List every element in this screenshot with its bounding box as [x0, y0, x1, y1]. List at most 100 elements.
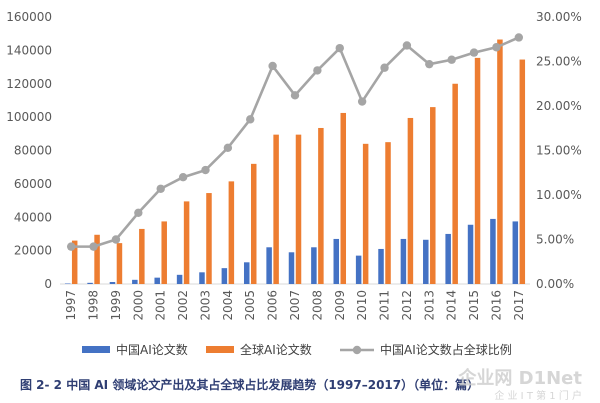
global-bar: [362, 143, 369, 284]
global-bar: [250, 163, 257, 284]
china-bar: [154, 277, 160, 284]
global-bar: [94, 234, 100, 284]
ratio-point: [89, 242, 98, 251]
china-bar: [512, 221, 519, 284]
global-bar: [116, 243, 123, 284]
x-tick-label: 2006: [266, 290, 280, 321]
china-bar: [400, 238, 407, 284]
x-tick-label: 2004: [221, 290, 235, 321]
left-tick-label: 60000: [14, 177, 52, 191]
x-tick-label: 2014: [445, 290, 459, 321]
x-tick-label: 2015: [467, 290, 481, 321]
global-bar: [206, 193, 212, 284]
x-tick-label: 2011: [378, 290, 392, 321]
x-tick-label: 1997: [64, 290, 78, 321]
x-axis: 1997 1998 1999 2000 2001 2002 2003 2004 2005 2006…: [64, 290, 526, 321]
ratio-point: [156, 184, 165, 193]
right-tick-label: 30.00%: [536, 10, 582, 24]
global-bar: [273, 134, 279, 284]
china-bar: [445, 233, 451, 284]
china-bar: [266, 247, 272, 284]
left-tick-label: 120000: [6, 77, 52, 91]
global-bar: [385, 142, 391, 284]
x-tick-label: 2010: [355, 290, 369, 321]
x-tick-label: 2000: [131, 290, 145, 321]
ratio-line: [66, 33, 524, 251]
x-tick-label: 1998: [87, 290, 101, 321]
right-tick-label: 0.00%: [536, 277, 574, 291]
ratio-point: [66, 242, 76, 251]
china-bar: [423, 239, 429, 284]
global-bar: [452, 83, 458, 284]
china-bar: [467, 224, 474, 284]
global-bar: [318, 127, 324, 284]
global-bar: [183, 201, 190, 284]
china-bar: [199, 272, 205, 284]
china-bar: [355, 255, 362, 284]
right-tick-label: 10.00%: [536, 188, 582, 202]
bars: [64, 39, 526, 285]
ratio-point: [134, 208, 143, 217]
right-tick-label: 25.00%: [536, 55, 582, 69]
china-bar: [378, 248, 384, 284]
left-tick-label: 80000: [14, 144, 52, 158]
legend-label: 中国AI论文数: [116, 342, 188, 357]
x-tick-label: 2013: [422, 290, 436, 321]
left-tick-label: 40000: [14, 210, 52, 224]
x-tick-label: 2005: [243, 290, 257, 321]
watermark-tagline: 企 业 I T 第 1 门 户: [494, 389, 582, 402]
legend-swatch: [82, 346, 110, 353]
china-bar: [132, 279, 138, 284]
x-tick-label: 2012: [400, 290, 414, 321]
legend-swatch: [206, 346, 234, 353]
x-tick-label: 2016: [489, 290, 503, 321]
ratio-point: [447, 55, 456, 64]
x-tick-label: 2008: [310, 290, 324, 321]
ratio-point: [223, 143, 233, 153]
china-bar: [333, 238, 340, 284]
left-tick-label: 140000: [6, 43, 52, 57]
watermark: 企业网 D1Net 企 业 I T 第 1 门 户: [457, 367, 582, 402]
global-bar: [295, 134, 302, 284]
china-bar: [109, 281, 116, 284]
watermark-logo: 企业网 D1Net: [457, 367, 582, 389]
right-axis: 0.00% 5.00% 10.00% 15.00% 20.00% 25.00% 30.00%: [536, 10, 582, 291]
left-tick-label: 160000: [6, 10, 52, 24]
ratio-point: [268, 61, 277, 71]
left-tick-label: 0: [44, 277, 52, 291]
x-tick-label: 2001: [154, 290, 168, 321]
global-bar: [228, 181, 235, 284]
legend-marker: [352, 345, 362, 355]
right-tick-label: 5.00%: [536, 233, 574, 247]
global-bar: [340, 112, 347, 284]
global-bar: [71, 240, 78, 284]
left-tick-label: 20000: [14, 244, 52, 258]
x-tick-label: 2002: [176, 290, 190, 321]
legend-label: 中国AI论文数占全球比例: [380, 342, 512, 357]
legend-label: 全球AI论文数: [240, 342, 312, 357]
figure-caption: 图 2- 2 中国 AI 领域论文产出及其占全球占比发展趋势（1997–2017…: [20, 377, 479, 392]
x-tick-label: 1999: [109, 290, 123, 321]
china-bar: [87, 282, 93, 284]
legend: 中国AI论文数 全球AI论文数 中国AI论文数占全球比例: [82, 342, 512, 357]
china-bar: [64, 283, 71, 284]
x-tick-label: 2007: [288, 290, 302, 321]
ratio-point: [246, 115, 255, 124]
left-tick-label: 100000: [6, 110, 52, 124]
ratio-point: [313, 66, 322, 75]
left-axis: 0 20000 40000 60000 80000 100000 120000 140000 1…: [6, 10, 52, 291]
ratio-point: [469, 48, 479, 57]
global-bar: [430, 107, 436, 284]
china-bar: [243, 262, 250, 284]
ratio-point: [335, 43, 344, 53]
ratio-point: [201, 165, 210, 175]
ratio-point: [402, 41, 412, 50]
right-tick-label: 15.00%: [536, 144, 582, 158]
china-bar: [288, 252, 295, 284]
ratio-point: [380, 63, 389, 72]
global-bar: [474, 57, 481, 285]
ratio-point: [357, 97, 367, 106]
ratio-point: [290, 91, 300, 100]
china-bar: [221, 268, 228, 284]
